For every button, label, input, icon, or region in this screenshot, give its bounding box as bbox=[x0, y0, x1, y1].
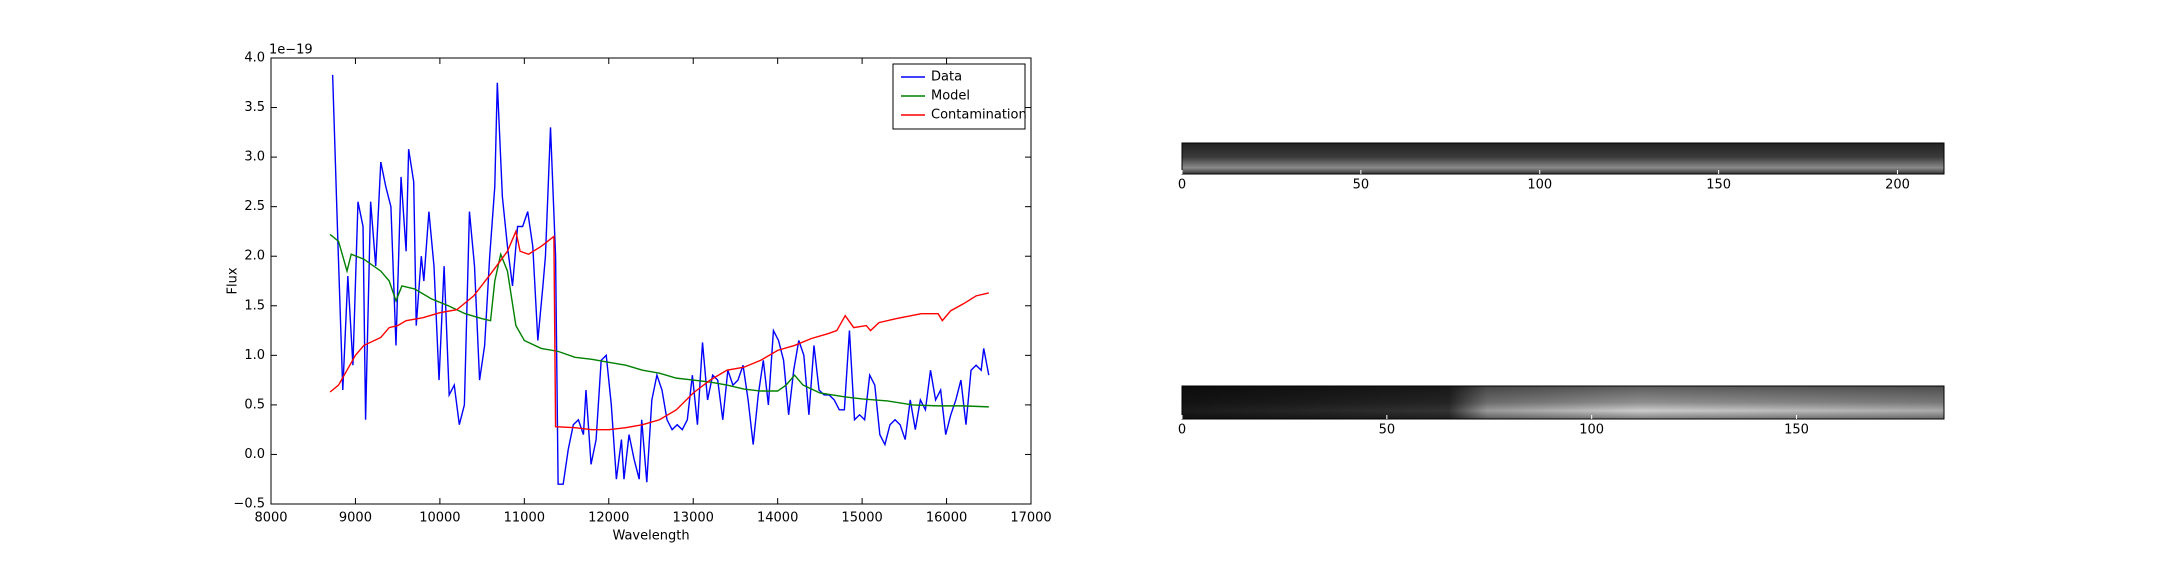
y-tick-label: 1.5 bbox=[244, 298, 265, 313]
x-tick-label: 0 bbox=[1178, 178, 1186, 193]
series-line bbox=[331, 74, 990, 485]
y-tick-label: 0.0 bbox=[244, 447, 265, 462]
image-frame bbox=[1181, 142, 1945, 175]
x-tick-label: 17000 bbox=[1010, 511, 1051, 526]
y-tick-label: 3.0 bbox=[244, 150, 265, 165]
series-line bbox=[329, 229, 989, 431]
image-frame bbox=[1181, 385, 1945, 420]
series-line bbox=[329, 233, 989, 408]
x-axis-label: Wavelength bbox=[612, 529, 689, 544]
y-axis-label: Flux bbox=[226, 267, 241, 294]
x-tick-label: 16000 bbox=[926, 511, 967, 526]
y-tick-label: −0.5 bbox=[233, 497, 265, 512]
x-tick-label: 50 bbox=[1379, 423, 1396, 438]
legend-label: Contamination bbox=[931, 108, 1027, 123]
x-tick-label: 0 bbox=[1178, 423, 1186, 438]
spectrum-image bbox=[1182, 143, 1944, 174]
x-tick-label: 100 bbox=[1579, 423, 1604, 438]
x-tick-label: 200 bbox=[1885, 178, 1910, 193]
spectrum-shade bbox=[1182, 386, 1944, 419]
legend-label: Data bbox=[931, 70, 962, 85]
legend-label: Model bbox=[931, 89, 970, 104]
x-tick-label: 12000 bbox=[588, 511, 629, 526]
x-tick-label: 150 bbox=[1706, 178, 1731, 193]
x-tick-label: 8000 bbox=[254, 511, 287, 526]
x-tick-label: 11000 bbox=[504, 511, 545, 526]
y-tick-label: 2.5 bbox=[244, 199, 265, 214]
x-tick-label: 10000 bbox=[419, 511, 460, 526]
x-tick-label: 9000 bbox=[339, 511, 372, 526]
x-tick-label: 14000 bbox=[757, 511, 798, 526]
x-tick-label: 150 bbox=[1784, 423, 1809, 438]
x-tick-label: 50 bbox=[1353, 178, 1370, 193]
y-tick-label: 1.0 bbox=[244, 348, 265, 363]
x-tick-label: 13000 bbox=[673, 511, 714, 526]
y-tick-label: 4.0 bbox=[244, 51, 265, 66]
y-offset-label: 1e−19 bbox=[269, 43, 313, 58]
x-tick-label: 100 bbox=[1527, 178, 1552, 193]
y-tick-label: 3.5 bbox=[244, 100, 265, 115]
y-tick-label: 2.0 bbox=[244, 249, 265, 264]
y-tick-label: 0.5 bbox=[244, 397, 265, 412]
plot-frame bbox=[270, 57, 1032, 505]
x-tick-label: 15000 bbox=[841, 511, 882, 526]
